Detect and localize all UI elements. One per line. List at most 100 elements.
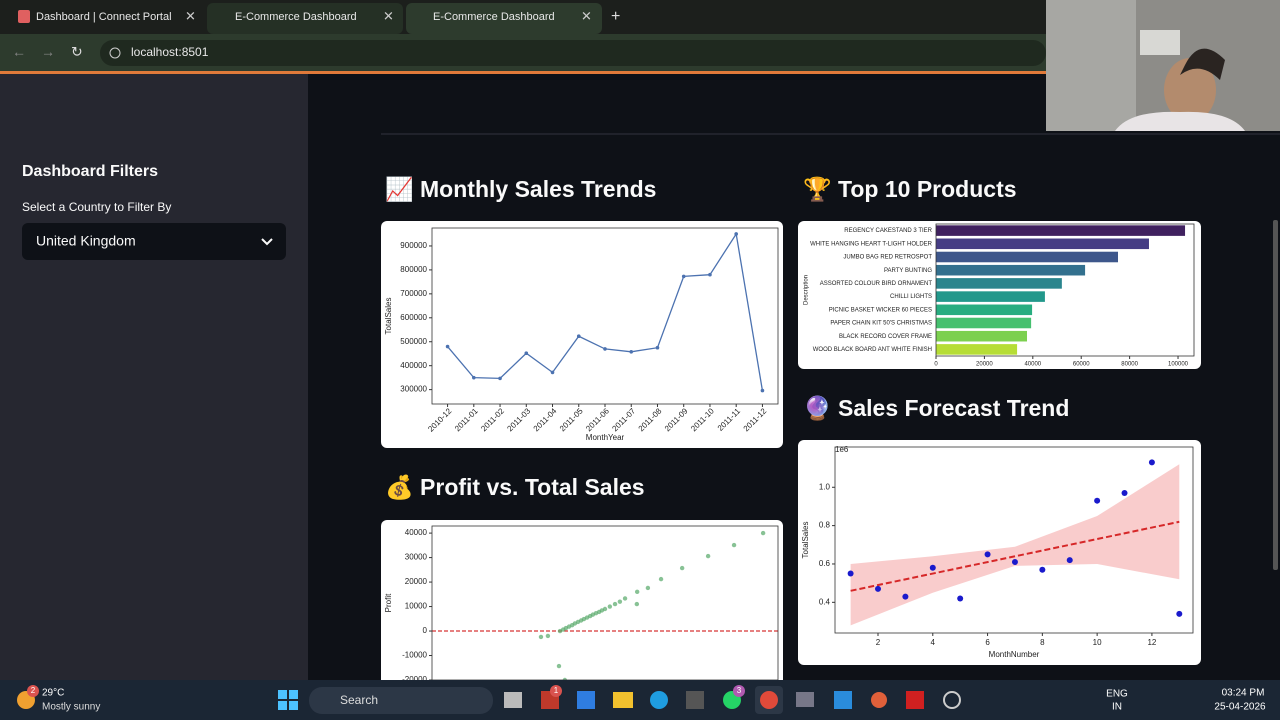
badge-count: 2 — [31, 686, 36, 695]
search-box[interactable] — [309, 687, 493, 714]
chart-section: 📈 Monthly Sales Trends TotalSales MonthYea… — [381, 176, 783, 448]
badge-count: 1 — [554, 686, 559, 695]
x-tick-label: 60000 — [1073, 362, 1090, 368]
clock-time[interactable]: 03:24 PM — [1222, 688, 1265, 699]
y-tick-label: 700000 — [400, 289, 427, 298]
scatter-point — [557, 628, 563, 634]
scatter-point — [556, 663, 562, 669]
y-tick-label: 30000 — [405, 553, 428, 562]
scatter-point — [731, 542, 737, 548]
tab-title: E-Commerce Dashboard — [235, 11, 357, 23]
y-tick-label: PAPER CHAIN KIT 50'S CHRISTMAS — [830, 321, 932, 327]
x-tick-label: 6 — [985, 638, 990, 647]
y-tick-label: -20000 — [402, 675, 427, 684]
webcam-shirt — [1115, 111, 1245, 131]
x-tick-label: 20000 — [976, 362, 993, 368]
tab-close[interactable]: ✕ — [185, 8, 196, 23]
start-button[interactable] — [278, 690, 287, 699]
line-point — [655, 345, 660, 350]
start-button[interactable] — [289, 690, 298, 699]
line-point — [550, 370, 555, 375]
tab-active[interactable] — [406, 3, 602, 34]
y-axis-label: TotalSales — [801, 522, 810, 559]
app-icon[interactable] — [577, 691, 595, 709]
bar — [936, 344, 1018, 355]
y-tick-label: -10000 — [402, 651, 427, 660]
country-select[interactable] — [22, 223, 286, 260]
app-icon[interactable] — [871, 692, 887, 708]
line-point — [603, 347, 607, 351]
y-tick-label: PARTY BUNTING — [884, 268, 932, 274]
temperature: 29°C — [42, 688, 64, 699]
x-tick-label: 10 — [1093, 638, 1102, 647]
line-point — [681, 274, 686, 279]
scatter-point — [634, 589, 640, 595]
y-tick-label: 0.6 — [819, 559, 831, 568]
tab-title: E-Commerce Dashboard — [433, 11, 555, 23]
scatter-point — [658, 576, 664, 582]
y-tick-label: 0 — [423, 626, 428, 635]
app-icon[interactable] — [650, 691, 668, 709]
x-tick-label: 4 — [931, 638, 936, 647]
badge-count: 3 — [737, 686, 742, 695]
tab-icon — [18, 10, 30, 23]
scatter-point — [705, 553, 711, 559]
new-tab[interactable]: + — [611, 8, 620, 25]
start-button[interactable] — [289, 701, 298, 710]
scatter-point — [545, 633, 551, 639]
scatter-point — [645, 585, 651, 591]
line-point — [629, 349, 634, 354]
tab-close[interactable]: ✕ — [383, 8, 394, 23]
site-info-icon[interactable] — [109, 47, 121, 59]
sidebar-title: Dashboard Filters — [22, 163, 158, 180]
bar — [936, 278, 1062, 289]
x-axis-label: MonthYear — [586, 433, 625, 442]
webcam-face — [1164, 58, 1216, 122]
forward-button[interactable]: → — [41, 44, 55, 60]
scatter-point — [538, 634, 544, 640]
scatter-point — [607, 604, 613, 609]
app-icon[interactable] — [504, 692, 522, 708]
address-bar[interactable] — [100, 40, 1046, 66]
scatter-point — [1011, 559, 1018, 566]
tab-title: Dashboard | Connect Portal — [36, 11, 172, 23]
line-point — [524, 351, 529, 356]
y-tick-label: 0.4 — [819, 597, 831, 606]
line-point — [576, 334, 581, 339]
app-icon[interactable] — [834, 691, 852, 709]
scatter-point — [847, 570, 854, 577]
y-axis-label: Description — [804, 275, 810, 305]
y-tick-label: 900000 — [400, 241, 427, 250]
bar — [936, 304, 1033, 316]
tab-close[interactable]: ✕ — [581, 8, 592, 23]
reload-button[interactable]: ↻ — [71, 44, 83, 60]
app-icon[interactable] — [686, 691, 704, 709]
y-tick-label: 500000 — [400, 337, 427, 346]
scatter-point — [984, 551, 991, 558]
scrollbar — [1273, 220, 1278, 570]
x-axis-label: MonthNumber — [989, 650, 1040, 659]
plot-frame — [431, 227, 779, 405]
bar — [936, 291, 1045, 302]
app-icon[interactable] — [796, 692, 814, 707]
back-button[interactable]: ← — [12, 44, 26, 60]
tab[interactable] — [207, 3, 403, 34]
bar — [936, 317, 1032, 329]
scatter-point — [902, 593, 909, 600]
input-language[interactable]: ENG — [1106, 689, 1128, 700]
y-tick-label: 300000 — [400, 385, 427, 394]
y-tick-label: ASSORTED COLOUR BIRD ORNAMENT — [820, 281, 933, 287]
y-tick-label: JUMBO BAG RED RETROSPOT — [843, 255, 932, 261]
app-icon[interactable] — [613, 692, 633, 708]
scatter-point — [760, 530, 766, 536]
y-tick-label: WOOD BLACK BOARD ANT WHITE FINISH — [813, 347, 932, 353]
app-icon[interactable] — [943, 691, 961, 709]
start-button[interactable] — [278, 701, 287, 710]
y-tick-label: 400000 — [400, 361, 427, 370]
badge — [550, 685, 562, 697]
app-icon[interactable] — [906, 691, 924, 709]
app-icon[interactable] — [760, 691, 778, 709]
line-point — [734, 232, 738, 236]
